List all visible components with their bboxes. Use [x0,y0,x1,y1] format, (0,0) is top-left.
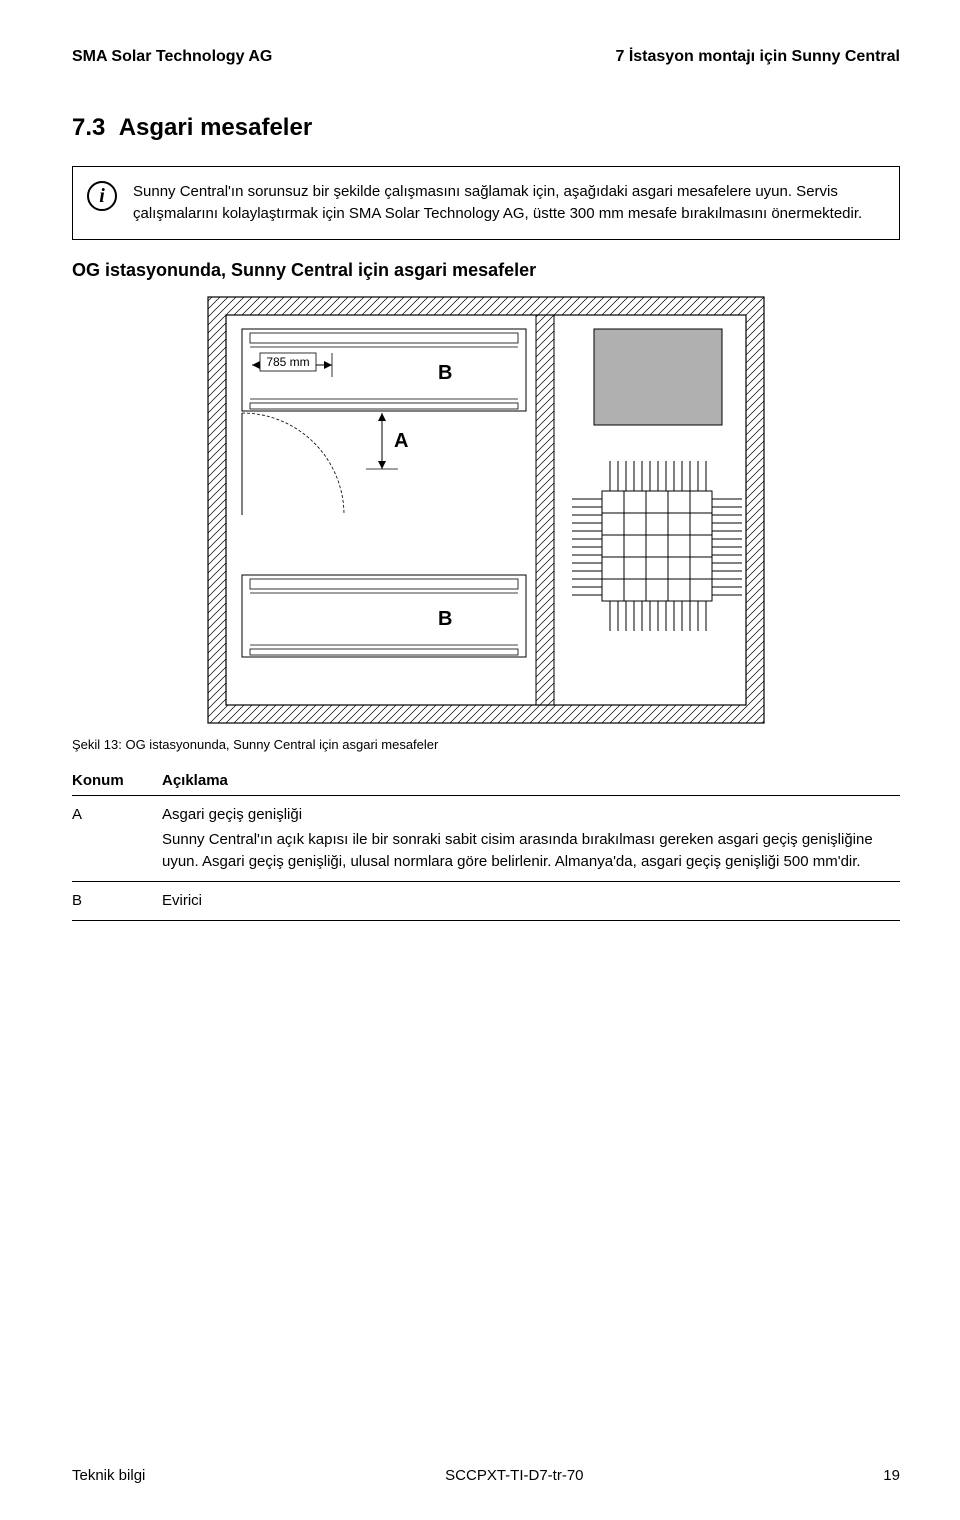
footer-center: SCCPXT-TI-D7-tr-70 [445,1467,583,1484]
section-number: 7.3 [72,114,105,141]
cell-position: B [72,881,162,920]
footer-left: Teknik bilgi [72,1467,145,1484]
cell-description: Asgari geçiş genişliğiSunny Central'ın a… [162,795,900,881]
diagram: 785 mm B A B [72,295,900,725]
header-left: SMA Solar Technology AG [72,48,272,66]
section-name: Asgari mesafeler [119,114,312,141]
sub-heading: OG istasyonunda, Sunny Central için asga… [72,260,900,281]
cell-description: Evirici [162,881,900,920]
page-header: SMA Solar Technology AG 7 İstasyon monta… [72,48,900,66]
header-right: 7 İstasyon montajı için Sunny Central [615,48,900,66]
label-b-bottom: B [438,608,452,630]
dim-785-label: 785 mm [266,355,309,369]
position-table: Konum Açıklama AAsgari geçiş genişliğiSu… [72,766,900,921]
page-footer: Teknik bilgi SCCPXT-TI-D7-tr-70 19 [72,1467,900,1484]
th-aciklama: Açıklama [162,766,900,796]
info-icon: i [87,181,117,211]
table-row: BEvirici [72,881,900,920]
info-box: i Sunny Central'ın sorunsuz bir şekilde … [72,166,900,240]
footer-right: 19 [883,1467,900,1484]
section-title: 7.3 Asgari mesafeler [72,114,900,142]
label-a: A [394,430,408,452]
th-konum: Konum [72,766,162,796]
label-b-top: B [438,362,452,384]
info-text: Sunny Central'ın sorunsuz bir şekilde ça… [133,181,883,225]
cell-position: A [72,795,162,881]
figure-caption: Şekil 13: OG istasyonunda, Sunny Central… [72,737,900,752]
table-row: AAsgari geçiş genişliğiSunny Central'ın … [72,795,900,881]
